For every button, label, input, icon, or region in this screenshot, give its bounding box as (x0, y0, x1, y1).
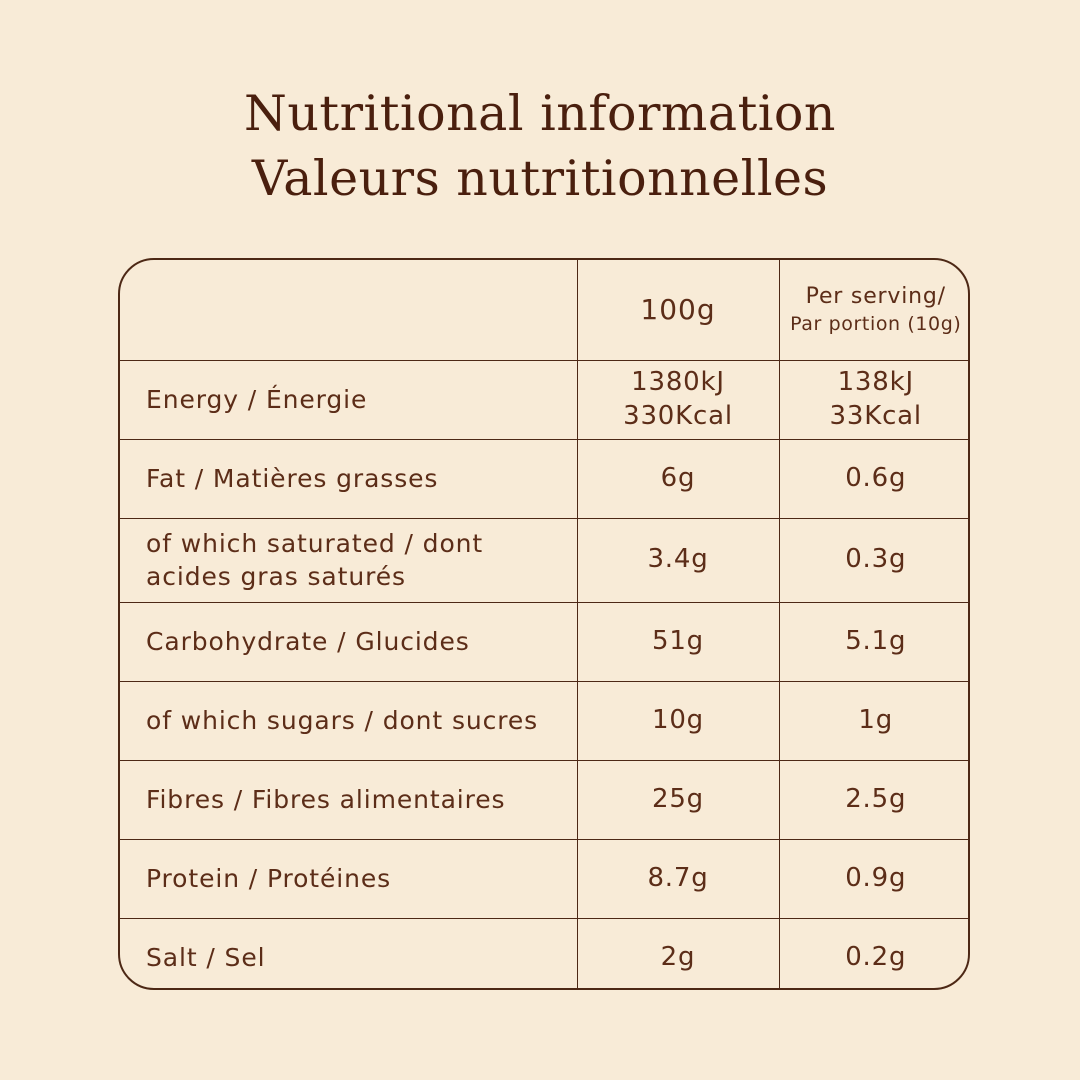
value-serving-cell: 0.9g (778, 839, 968, 919)
row-sugars: of which sugars / dont sucres 10g 1g (120, 681, 968, 761)
row-label-cell: Fibres / Fibres alimentaires (120, 760, 578, 840)
row-label-cell: of which saturated / dont acides gras sa… (120, 517, 578, 603)
row-energy: Energy / Énergie 1380kJ 330Kcal 138kJ 33… (120, 359, 968, 440)
value-100g-cell: 3.4g (576, 517, 780, 603)
value-serving-cell: 138kJ 33Kcal (778, 359, 968, 440)
page-title-english: Nutritional information (244, 85, 836, 142)
value-serving-cell: 5.1g (778, 602, 968, 682)
per-serving-english: Per serving/ (805, 284, 946, 310)
value-100g-cell: 25g (576, 760, 780, 840)
row-label-cell: Salt / Sel (120, 918, 578, 988)
header-label-cell (120, 260, 578, 361)
page-title: Nutritional information Valeurs nutritio… (0, 82, 1080, 211)
row-carbohydrate: Carbohydrate / Glucides 51g 5.1g (120, 602, 968, 682)
value-100g-cell: 1380kJ 330Kcal (576, 359, 780, 440)
row-label-cell: of which sugars / dont sucres (120, 681, 578, 761)
value-100g-cell: 6g (576, 438, 780, 519)
value-serving-cell: 0.3g (778, 517, 968, 603)
row-protein: Protein / Protéines 8.7g 0.9g (120, 839, 968, 919)
value-100g-cell: 51g (576, 602, 780, 682)
row-fat: Fat / Matières grasses 6g 0.6g (120, 438, 968, 519)
row-label-cell: Fat / Matières grasses (120, 438, 578, 519)
header-per-serving-cell: Per serving/ Par portion (10g) (778, 260, 968, 361)
nutrition-table: 100g Per serving/ Par portion (10g) Ener… (120, 260, 968, 988)
row-saturated-fat: of which saturated / dont acides gras sa… (120, 517, 968, 603)
value-serving-cell: 1g (778, 681, 968, 761)
row-label-cell: Carbohydrate / Glucides (120, 602, 578, 682)
header-100g-cell: 100g (576, 260, 780, 361)
page-title-french: Valeurs nutritionnelles (251, 149, 829, 207)
value-100g-cell: 8.7g (576, 839, 780, 919)
row-salt: Salt / Sel 2g 0.2g (120, 918, 968, 988)
per-serving-french: Par portion (10g) (790, 312, 962, 335)
row-label-cell: Protein / Protéines (120, 839, 578, 919)
value-serving-cell: 2.5g (778, 760, 968, 840)
value-serving-cell: 0.2g (778, 918, 968, 988)
nutrition-table-frame: 100g Per serving/ Par portion (10g) Ener… (118, 258, 970, 990)
row-label-cell: Energy / Énergie (120, 359, 578, 440)
value-serving-cell: 0.6g (778, 438, 968, 519)
table-header-row: 100g Per serving/ Par portion (10g) (120, 260, 968, 361)
value-100g-cell: 10g (576, 681, 780, 761)
value-100g-cell: 2g (576, 918, 780, 988)
row-fibre: Fibres / Fibres alimentaires 25g 2.5g (120, 760, 968, 840)
